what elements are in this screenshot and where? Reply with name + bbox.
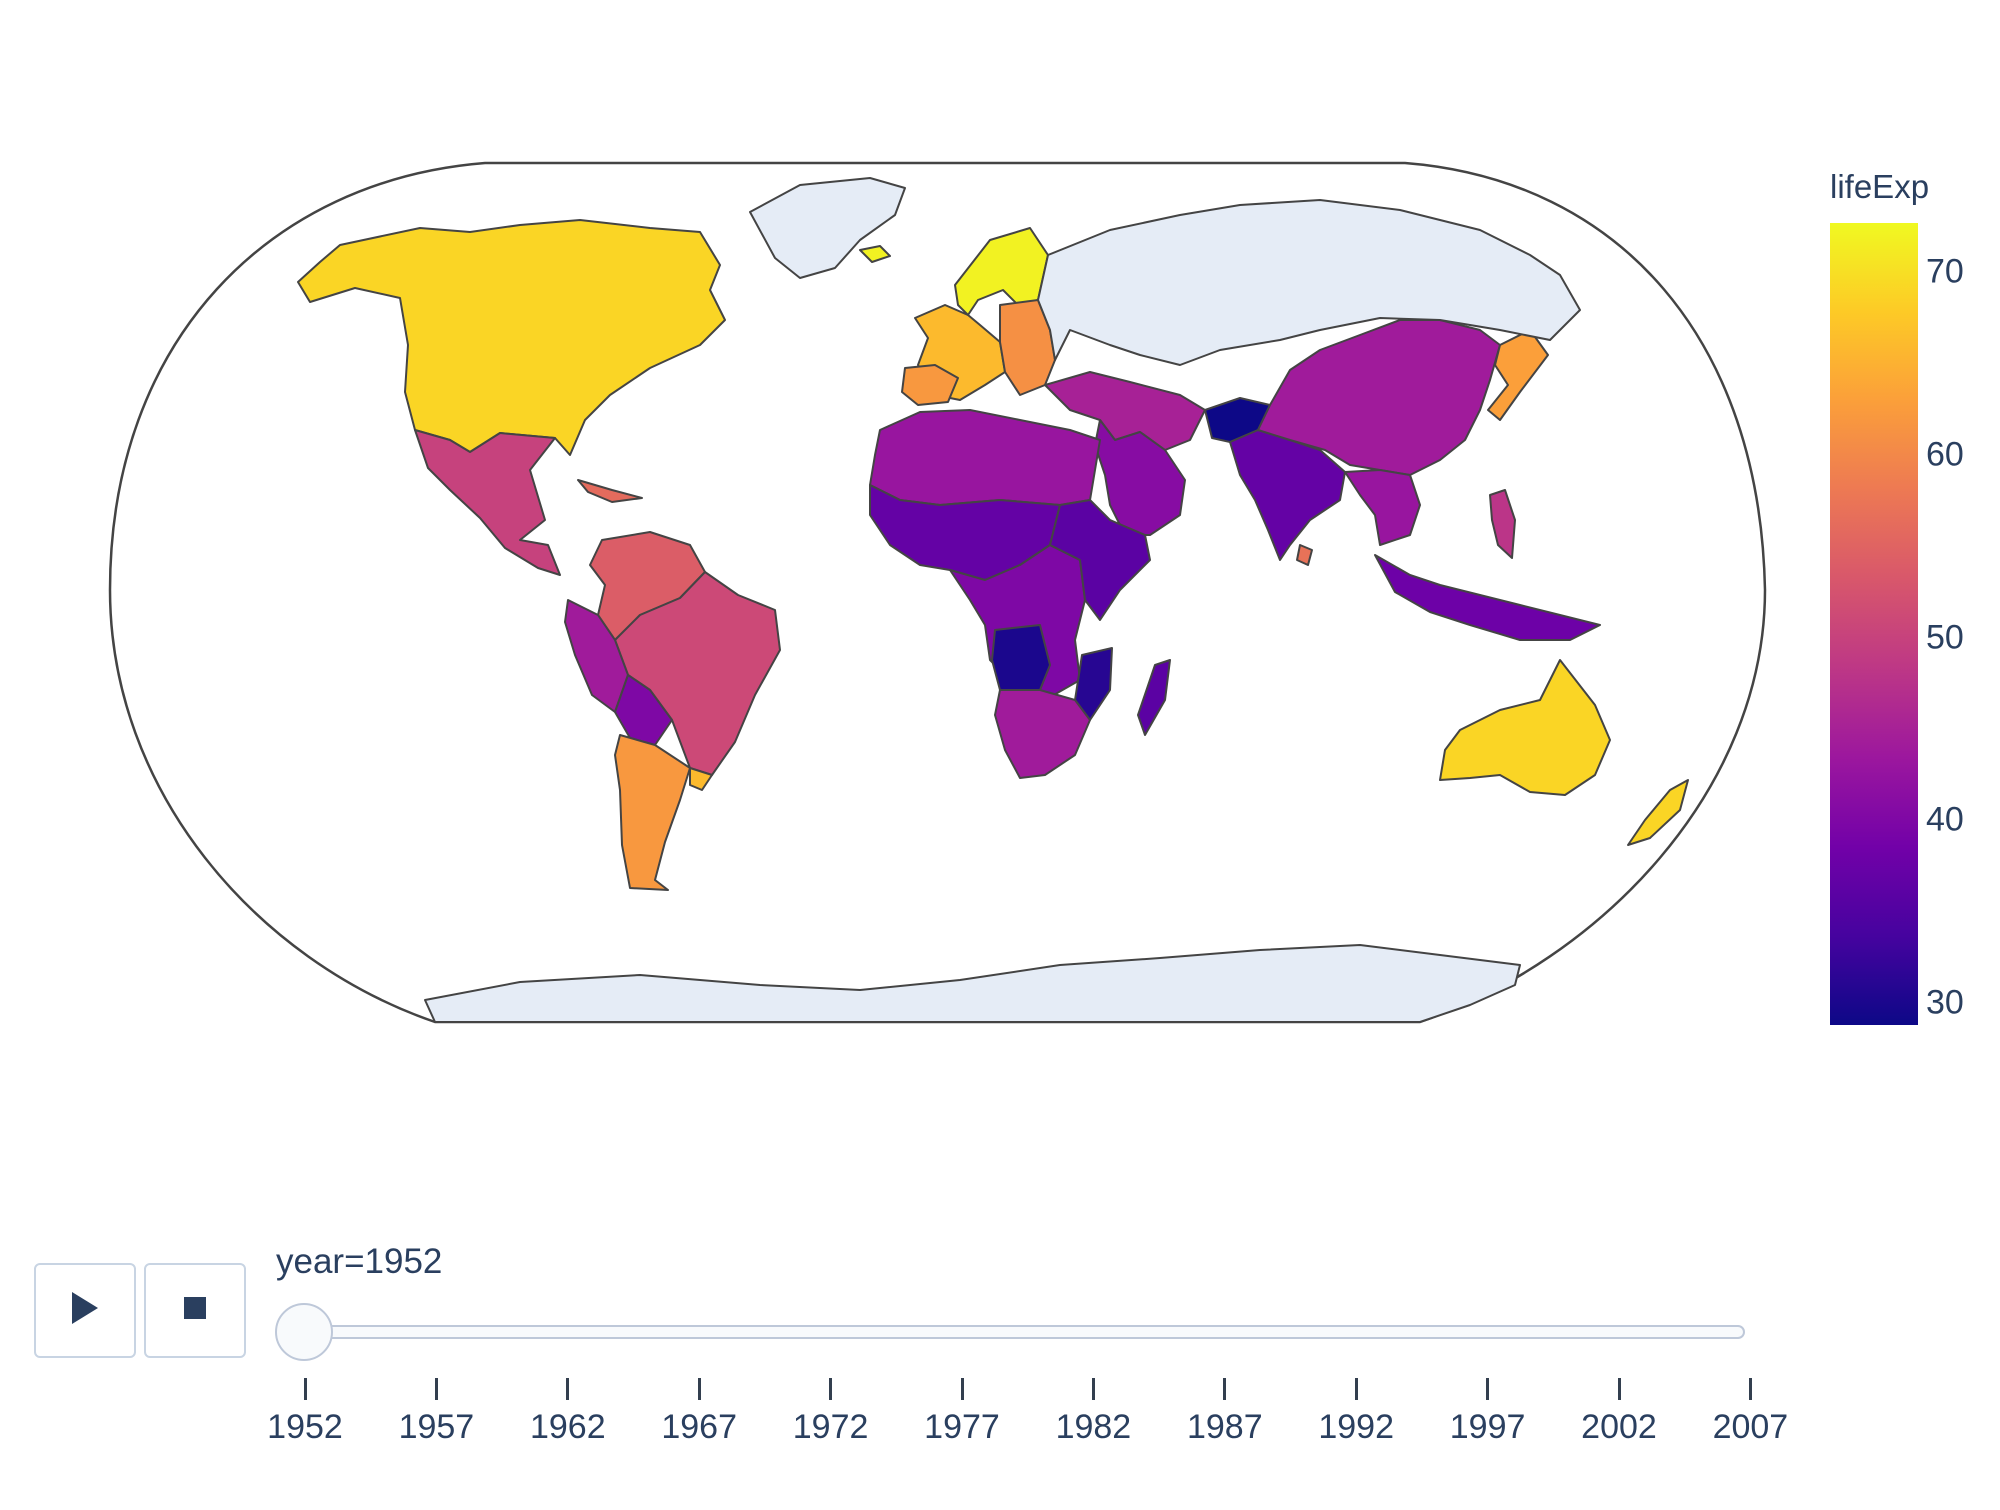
slider-tick bbox=[1354, 1378, 1358, 1400]
slider-tick bbox=[697, 1378, 701, 1400]
slider-current-value: year=1952 bbox=[276, 1242, 443, 1281]
slider-tick bbox=[303, 1378, 307, 1400]
country-north-america-us-canada[interactable] bbox=[297, 219, 726, 456]
country-arabia[interactable] bbox=[1094, 419, 1186, 536]
country-southeast-asia[interactable] bbox=[1344, 469, 1421, 546]
slider-step-label[interactable]: 1957 bbox=[398, 1408, 475, 1446]
country-japan-korea[interactable] bbox=[1487, 329, 1549, 421]
colorbar bbox=[1830, 223, 1918, 1025]
country-angola[interactable] bbox=[991, 624, 1051, 691]
colorbar-tick-label: 70 bbox=[1926, 252, 1964, 291]
slider-step-label[interactable]: 1967 bbox=[661, 1408, 738, 1446]
colorbar-tick-label: 30 bbox=[1926, 983, 1964, 1022]
stop-icon bbox=[184, 1297, 206, 1324]
slider-step-label[interactable]: 2007 bbox=[1712, 1408, 1789, 1446]
country-new-zealand[interactable] bbox=[1627, 779, 1689, 846]
slider-tick bbox=[1223, 1378, 1227, 1400]
country-east-africa[interactable] bbox=[1049, 499, 1151, 621]
colorbar-title: lifeExp bbox=[1830, 168, 1930, 205]
play-icon bbox=[70, 1292, 100, 1329]
slider-step-label[interactable]: 2002 bbox=[1581, 1408, 1657, 1446]
colorbar-tick-label: 40 bbox=[1926, 800, 1964, 839]
slider-handle[interactable] bbox=[275, 1303, 333, 1361]
country-caribbean[interactable] bbox=[577, 479, 643, 503]
slider-step-label[interactable]: 1982 bbox=[1055, 1408, 1132, 1446]
country-central-africa[interactable] bbox=[949, 544, 1086, 701]
country-mexico-central-america[interactable] bbox=[414, 429, 561, 576]
country-southern-africa[interactable] bbox=[994, 689, 1091, 779]
colorbar-tick-label: 60 bbox=[1926, 435, 1964, 474]
country-australia[interactable] bbox=[1439, 659, 1611, 796]
slider-step-label[interactable]: 1992 bbox=[1318, 1408, 1395, 1446]
slider-tick bbox=[566, 1378, 570, 1400]
country-turkey-middle-east[interactable] bbox=[1044, 371, 1206, 451]
slider-tick bbox=[1748, 1378, 1752, 1400]
colorbar-tick-label: 50 bbox=[1926, 618, 1964, 657]
country-china-mongolia[interactable] bbox=[1257, 319, 1501, 476]
country-iberia[interactable] bbox=[901, 364, 959, 406]
country-greenland[interactable] bbox=[749, 177, 906, 279]
country-uruguay[interactable] bbox=[689, 767, 713, 791]
slider-tick bbox=[829, 1378, 833, 1400]
slider-tick bbox=[434, 1378, 438, 1400]
slider-tick bbox=[960, 1378, 964, 1400]
country-sri-lanka[interactable] bbox=[1296, 544, 1313, 566]
stop-button[interactable] bbox=[144, 1263, 246, 1358]
country-madagascar[interactable] bbox=[1137, 659, 1171, 736]
country-russia[interactable] bbox=[1037, 199, 1581, 366]
country-mozambique[interactable] bbox=[1074, 647, 1113, 721]
slider-tick bbox=[1091, 1378, 1095, 1400]
slider-tick bbox=[1486, 1378, 1490, 1400]
slider-rail[interactable] bbox=[290, 1325, 1745, 1339]
play-button[interactable] bbox=[34, 1263, 136, 1358]
country-iceland[interactable] bbox=[859, 245, 891, 263]
country-indonesia[interactable] bbox=[1374, 554, 1601, 641]
slider-step-label[interactable]: 1972 bbox=[792, 1408, 869, 1446]
slider-step-label[interactable]: 1962 bbox=[529, 1408, 606, 1446]
slider-step-label[interactable]: 1987 bbox=[1186, 1408, 1263, 1446]
country-argentina-chile[interactable] bbox=[614, 734, 691, 891]
slider-step-label[interactable]: 1977 bbox=[924, 1408, 1000, 1446]
slider-tick bbox=[1617, 1378, 1621, 1400]
country-philippines[interactable] bbox=[1489, 489, 1516, 559]
country-antarctica[interactable] bbox=[424, 944, 1521, 1023]
slider-step-label[interactable]: 1997 bbox=[1449, 1408, 1526, 1446]
slider-step-label[interactable]: 1952 bbox=[267, 1408, 343, 1446]
